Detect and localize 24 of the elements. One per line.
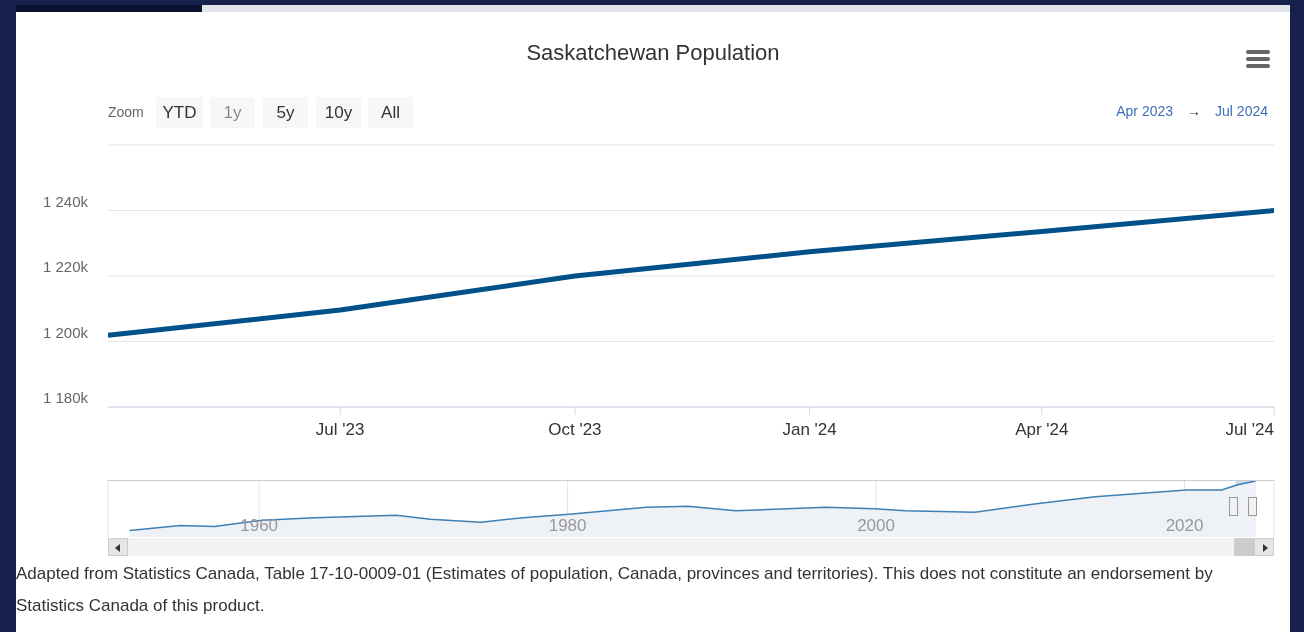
x-tick-label: Jan '24 (782, 420, 837, 439)
y-tick-label: 1 240k (42, 192, 89, 210)
text: All (368, 97, 413, 128)
text: YTD (156, 97, 203, 128)
text: Zoom (108, 104, 144, 120)
text: 5y (263, 97, 308, 128)
text: Jul 2024 (1215, 103, 1268, 119)
y-tick-label: 1 220k (42, 258, 89, 275)
x-tick-label: 2020 (1165, 516, 1204, 535)
x-tick-label: Jul '24 (1225, 420, 1274, 439)
text: Apr 2023 (1116, 103, 1174, 119)
chart-title: Saskatchewan Population (525, 40, 781, 66)
text: → (1187, 103, 1202, 119)
x-tick-label: 1980 (548, 516, 587, 535)
text: 1y (210, 97, 255, 128)
y-tick-label: 1 200k (42, 323, 89, 341)
text: 10y (316, 97, 361, 128)
y-tick-label: 1 180k (42, 389, 89, 406)
x-tick-label: 2000 (857, 516, 895, 535)
x-tick-label: Apr '24 (1015, 420, 1069, 439)
x-tick-label: Jul '23 (315, 420, 365, 439)
x-tick-label: 1960 (240, 516, 279, 535)
text: Adapted from Statistics Canada, Table 17-10-0009-01 (Estimates of population, Canada, provinces and territories). This does not constitute an endorsement by Statistics Canada of this product. (16, 563, 1214, 617)
x-tick-label: Oct '23 (548, 420, 602, 439)
